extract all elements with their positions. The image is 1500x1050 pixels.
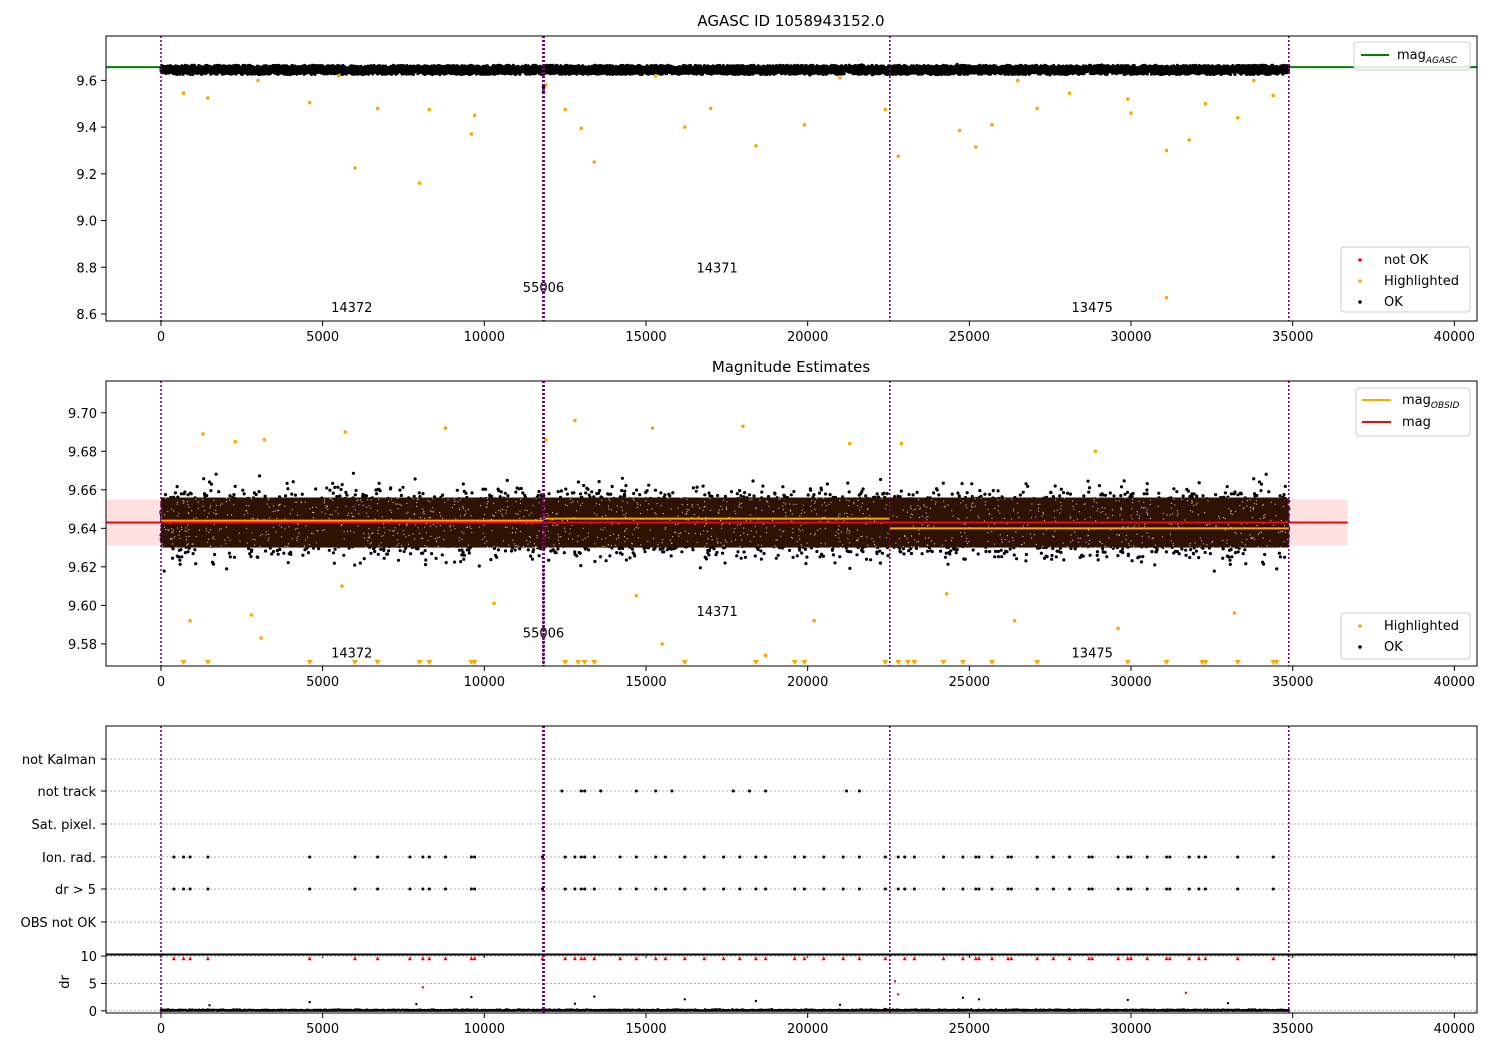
flags-panel: not Kalman not track Sat. pixel. Ion. rad. d… [21, 725, 1478, 958]
mag-xtick-label: 40000 [1434, 675, 1475, 690]
flag-label: not track [37, 785, 96, 800]
flags-frame [105, 725, 1478, 955]
dr-outlier-points [208, 995, 1230, 1007]
dr-axis-label: dr [58, 975, 73, 989]
agasc-legend-sub: AGASC [1425, 56, 1458, 66]
dr-red-points [421, 980, 1188, 996]
agasc-xtick-label: 40000 [1434, 330, 1475, 345]
mag-ytick-label: 9.68 [68, 445, 97, 460]
agasc-legend-label: not OK [1384, 253, 1429, 268]
mag-obsid-label: 13475 [1072, 647, 1113, 662]
mag-ytick-label: 9.60 [68, 599, 97, 614]
mag-obsid-label: 55006 [523, 626, 564, 641]
mag-legend-marker [1358, 645, 1362, 649]
mag-ytick-label: 9.66 [68, 484, 97, 499]
dr-xtick-label: 5000 [306, 1022, 339, 1037]
agasc-obsid-label: 14371 [696, 261, 737, 276]
mag-ytick-label: 9.70 [68, 407, 97, 422]
dr-frame [105, 954, 1478, 1014]
agasc-xtick-label: 25000 [949, 330, 990, 345]
flag-label: OBS not OK [21, 916, 97, 931]
mag-xtick-label: 20000 [787, 675, 828, 690]
agasc-ytick-label: 8.6 [76, 308, 97, 323]
mag-ytick-label: 9.62 [68, 561, 97, 576]
agasc-obsid-label: 13475 [1072, 301, 1113, 316]
dr-xtick-label: 0 [157, 1022, 165, 1037]
mag-xtick-label: 35000 [1272, 675, 1313, 690]
mag-xtick-label: 25000 [949, 675, 990, 690]
agasc-scatter-legend [1340, 246, 1471, 313]
agasc-obsid-label: 55006 [523, 281, 564, 296]
agasc-ytick-label: 9.6 [76, 74, 97, 89]
agasc-panel: AGASC ID 1058943152.0 14372 55006 14371 134… [76, 12, 1478, 345]
agasc-xtick-label: 5000 [306, 330, 339, 345]
agasc-legend-marker [1358, 300, 1362, 304]
agasc-ytick-label: 9.2 [76, 168, 97, 183]
dr-xtick-label: 25000 [949, 1022, 990, 1037]
agasc-xtick-label: 15000 [625, 330, 666, 345]
agasc-plot-area [106, 36, 1477, 321]
dr-xtick-label: 20000 [787, 1022, 828, 1037]
mag-ytick-label: 9.64 [68, 522, 97, 537]
agasc-legend-marker [1358, 258, 1362, 262]
dr-ytick-label: 0 [89, 1005, 97, 1020]
agasc-legend-marker [1358, 279, 1362, 283]
magnitude-panel: Magnitude Estimates 14372 55006 14371 13475… [68, 358, 1478, 690]
agasc-obsid-label: 14372 [331, 301, 372, 316]
dr-xtick-label: 15000 [625, 1022, 666, 1037]
mag-xtick-label: 30000 [1110, 675, 1151, 690]
mag-ytick-label: 9.58 [68, 638, 97, 653]
dr-cap-markers [171, 956, 1276, 961]
dr-xtick-label: 40000 [1434, 1022, 1475, 1037]
agasc-xtick-label: 0 [157, 330, 165, 345]
dr-xtick-label: 30000 [1110, 1022, 1151, 1037]
agasc-xtick-label: 30000 [1110, 330, 1151, 345]
mag-xtick-label: 15000 [625, 675, 666, 690]
dr-xtick-label: 10000 [464, 1022, 505, 1037]
mag-xtick-label: 0 [157, 675, 165, 690]
flag-points [560, 789, 861, 793]
agasc-dip-points [541, 85, 546, 94]
agasc-line-legend [1353, 41, 1471, 71]
dr-ytick-label: 5 [89, 977, 97, 992]
mag-scatter-legend [1340, 612, 1471, 660]
agasc-ok-points [159, 62, 1291, 77]
mag-legend-line-label: mag [1402, 415, 1431, 430]
flag-points [172, 855, 1275, 859]
agasc-xtick-label: 35000 [1272, 330, 1313, 345]
mag-legend-label: OK [1384, 640, 1403, 655]
flag-label: dr > 5 [55, 883, 96, 898]
agasc-ytick-label: 8.8 [76, 261, 97, 276]
mag-legend-label: Highlighted [1384, 619, 1459, 634]
agasc-xtick-label: 20000 [787, 330, 828, 345]
dr-xtick-label: 35000 [1272, 1022, 1313, 1037]
magnitude-panel-title: Magnitude Estimates [712, 358, 870, 376]
agasc-frame [105, 35, 1478, 322]
flag-points [172, 887, 1275, 891]
dr-panel: dr 0 5000 10000 15000 20000 25000 30000 35000 40… [58, 950, 1478, 1037]
dr-ytick-label: 10 [80, 950, 97, 965]
mag-legend-sub: OBSID [1431, 401, 1460, 411]
flag-label: not Kalman [22, 753, 96, 768]
mag-obsid-label: 14372 [331, 647, 372, 662]
mag-frame [105, 380, 1478, 667]
agasc-ytick-label: 9.4 [76, 121, 97, 136]
agasc-panel-title: AGASC ID 1058943152.0 [697, 12, 884, 30]
flag-label: Sat. pixel. [32, 818, 96, 833]
mag-xtick-label: 5000 [306, 675, 339, 690]
agasc-ytick-label: 9.0 [76, 215, 97, 230]
mag-legend-marker [1358, 624, 1362, 628]
agasc-xtick-label: 10000 [464, 330, 505, 345]
mag-xtick-label: 10000 [464, 675, 505, 690]
agasc-legend-label: Highlighted [1384, 274, 1459, 289]
flag-label: Ion. rad. [42, 851, 96, 866]
dr-baseline-points [159, 1007, 1290, 1012]
agasc-legend-label: OK [1384, 295, 1403, 310]
mag-obsid-label: 14371 [696, 605, 737, 620]
